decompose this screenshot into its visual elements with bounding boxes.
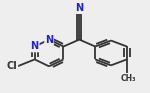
Text: Cl: Cl <box>7 61 17 71</box>
Text: N: N <box>75 3 83 13</box>
Text: CH₃: CH₃ <box>121 74 136 83</box>
Text: N: N <box>31 41 39 52</box>
Text: N: N <box>45 35 53 45</box>
